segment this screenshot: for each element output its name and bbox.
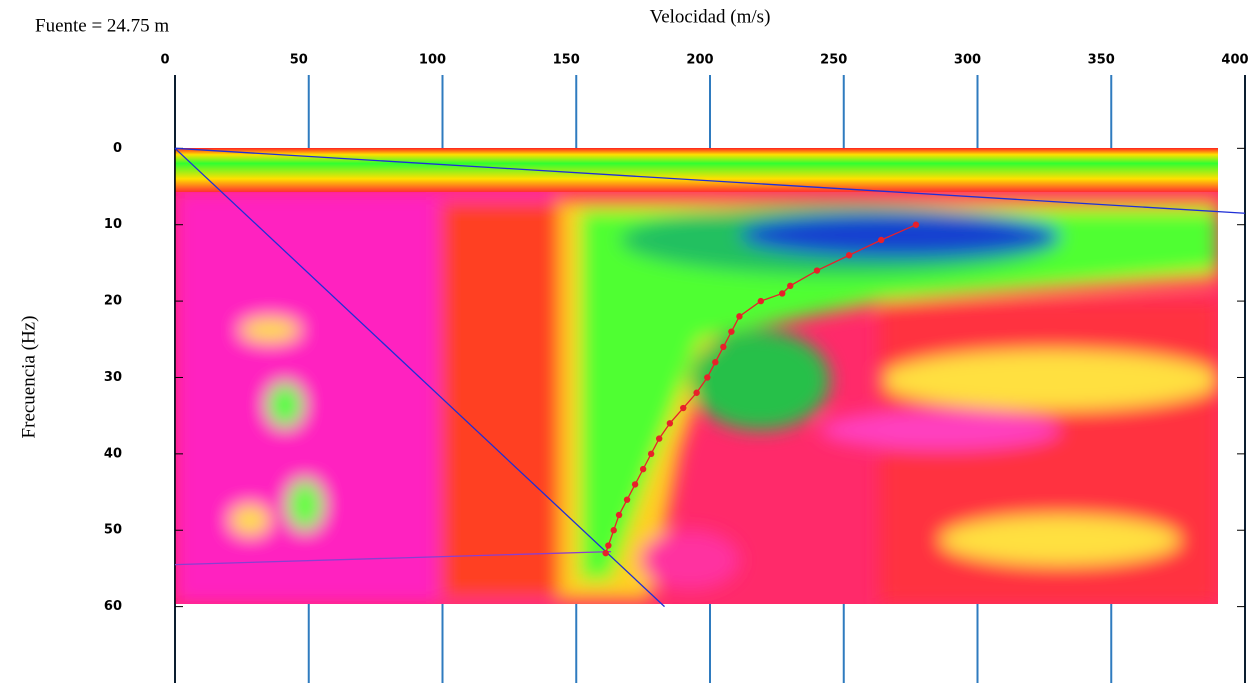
y-tick-label: 60 (104, 599, 122, 614)
picked-point (728, 328, 735, 335)
picked-point (736, 313, 743, 320)
picked-point (610, 527, 617, 534)
picked-point (779, 290, 786, 297)
y-tick-label: 20 (104, 294, 122, 309)
picked-point (666, 420, 674, 427)
y-tick-label: 30 (104, 370, 122, 385)
x-tick-label: 250 (820, 53, 847, 68)
reference-line (174, 147, 1246, 214)
picked-point (704, 374, 711, 381)
x-tick-label: 400 (1221, 53, 1248, 68)
picked-point (912, 221, 920, 228)
picked-point (631, 481, 639, 488)
y-tick-label: 0 (113, 141, 122, 156)
picked-point (720, 343, 727, 351)
picked-point (757, 297, 765, 305)
x-tick-label: 50 (290, 53, 308, 68)
picked-point (878, 236, 885, 244)
y-tick-label: 10 (104, 217, 122, 232)
x-tick-label: 0 (160, 53, 169, 68)
x-tick-label: 300 (954, 53, 981, 68)
x-tick-label: 350 (1088, 53, 1115, 68)
picked-point (647, 450, 655, 458)
y-tick-label: 40 (104, 446, 122, 461)
reference-line (174, 550, 612, 566)
reference-line (174, 147, 665, 608)
picked-point (712, 358, 719, 366)
picked-point (615, 511, 623, 519)
x-tick-label: 200 (686, 53, 713, 68)
x-tick-label: 150 (553, 53, 580, 68)
annotation: Fuente = 24.75 m (35, 15, 169, 36)
picked-point (787, 282, 794, 290)
x-axis-label: Velocidad (m/s) (650, 6, 771, 27)
y-tick-label: 50 (104, 523, 122, 538)
dispersion-image (175, 148, 1218, 604)
picked-point (680, 404, 687, 412)
picked-point (813, 267, 821, 274)
picked-point (845, 252, 853, 259)
picked-point (639, 465, 647, 473)
picked-point (605, 542, 612, 549)
picked-point (623, 496, 631, 503)
picked-point (693, 389, 700, 396)
y-axis-label: Frecuencia (Hz) (18, 316, 39, 439)
x-tick-label: 100 (419, 53, 446, 68)
picked-point (655, 435, 663, 442)
picked-point (602, 549, 609, 557)
